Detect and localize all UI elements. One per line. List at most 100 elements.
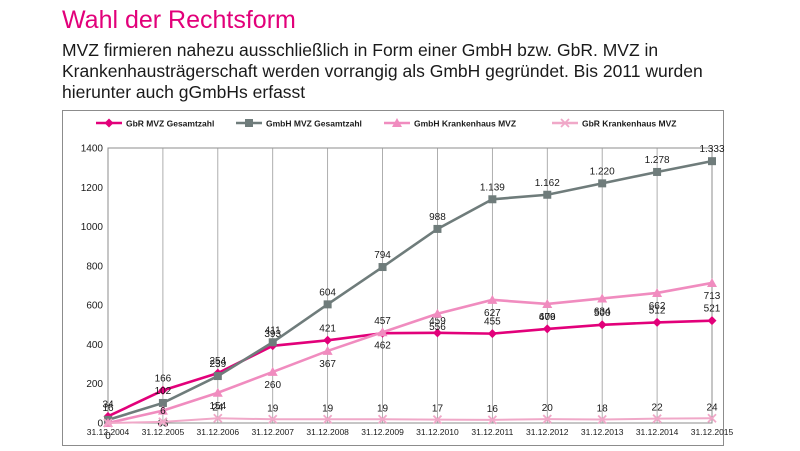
data-point-s4 (432, 415, 443, 425)
x-tick-label: 31.12.2015 (691, 427, 734, 437)
data-label-s1: 512 (649, 305, 666, 316)
data-label-s4: 16 (487, 404, 499, 415)
data-point-s2 (268, 338, 277, 347)
data-label-s2: 1.162 (535, 178, 560, 189)
data-label-s3: 154 (209, 401, 226, 412)
legend-label-4: GbR Krankenhaus MVZ (582, 119, 676, 129)
y-tick-label: 400 (86, 340, 103, 351)
x-tick-label: 31.12.2012 (526, 427, 569, 437)
data-point-s3 (212, 387, 223, 397)
x-tick-label: 31.12.2014 (636, 427, 679, 437)
x-tick-label: 31.12.2009 (361, 427, 404, 437)
data-point-s1 (652, 317, 662, 327)
data-label-s4: 24 (706, 402, 718, 413)
y-tick-label: 600 (86, 301, 103, 312)
data-label-s4: 17 (432, 404, 444, 415)
data-label-s3: 63 (157, 419, 169, 430)
data-point-s3 (157, 405, 168, 415)
data-point-s4 (158, 417, 168, 427)
data-point-s1 (542, 324, 552, 334)
data-point-s4-stroke (707, 413, 717, 423)
data-point-s2 (323, 300, 332, 309)
series-line-4 (107, 417, 713, 424)
data-point-s2 (378, 263, 387, 272)
data-label-s3: 462 (374, 340, 391, 351)
y-tick-label: 1200 (81, 183, 104, 194)
data-label-s2: 1.220 (590, 166, 615, 177)
data-point-s4-stroke (652, 414, 662, 424)
data-label-s3: 556 (429, 322, 446, 333)
plot-area-border (107, 147, 713, 424)
data-label-s3: 367 (319, 359, 336, 370)
data-label-s4: 19 (267, 403, 279, 414)
data-label-s1: 500 (594, 308, 611, 319)
data-point-s3 (652, 287, 663, 297)
legend-marker-4-stroke (560, 118, 570, 128)
data-label-s2: 239 (209, 359, 226, 370)
data-point-s1 (158, 385, 168, 395)
data-label-s2: 102 (155, 386, 172, 397)
data-point-s1 (432, 328, 442, 338)
data-label-s4: 20 (542, 403, 554, 414)
legend-label-1: GbR MVZ Gesamtzahl (126, 119, 214, 129)
data-label-s1: 421 (319, 323, 336, 334)
data-point-s2 (158, 398, 167, 407)
data-label-s2: 16 (102, 403, 114, 414)
data-point-s4-stroke (597, 414, 607, 425)
data-label-s2: 411 (265, 325, 281, 336)
series-line-2 (107, 159, 713, 422)
data-label-s4: 19 (322, 403, 334, 414)
y-tick-label: 1000 (81, 222, 104, 233)
data-label-s1: 459 (429, 316, 446, 327)
data-label-s3: 606 (539, 312, 556, 323)
data-label-s3: 662 (649, 301, 666, 312)
data-point-s2 (653, 167, 662, 176)
data-label-s1: 457 (374, 316, 391, 327)
data-point-s3 (597, 293, 608, 303)
y-tick-label: 1400 (81, 144, 104, 155)
data-point-s2 (488, 195, 497, 204)
legend-label-3: GmbH Krankenhaus MVZ (414, 119, 516, 129)
data-point-s3 (707, 277, 717, 287)
data-label-s2: 794 (374, 250, 391, 261)
data-label-s4: 22 (652, 403, 664, 414)
data-label-s4: 18 (597, 403, 609, 414)
data-point-s3 (267, 366, 278, 376)
series-line-1 (107, 319, 713, 418)
y-tick-label: 200 (86, 379, 103, 390)
chart-frame (62, 110, 724, 446)
data-point-s2 (433, 224, 442, 233)
data-label-s3: 634 (594, 306, 611, 317)
series-line-3 (107, 281, 713, 425)
data-point-s4 (487, 415, 498, 425)
data-label-s1: 166 (155, 373, 172, 384)
legend-label-2: GmbH MVZ Gesamtzahl (266, 119, 362, 129)
data-point-s4 (213, 413, 223, 423)
data-point-s3 (542, 298, 553, 308)
data-point-s4 (322, 414, 333, 424)
data-point-s3 (487, 294, 498, 304)
data-label-s1: 254 (209, 356, 226, 367)
data-point-s4 (652, 414, 662, 424)
data-point-s4 (268, 414, 278, 424)
data-point-s4-stroke (103, 418, 113, 428)
page-title: Wahl der Rechtsform (62, 6, 296, 34)
data-point-s4-stroke (322, 414, 333, 424)
data-point-s4 (597, 414, 607, 425)
data-point-s4-stroke (487, 415, 498, 425)
data-label-s3: 0 (105, 431, 111, 442)
data-label-s1: 393 (264, 329, 281, 340)
data-point-s2 (708, 157, 716, 166)
data-point-s4-stroke (432, 415, 443, 425)
data-point-s4-stroke (213, 413, 223, 423)
legend-marker-1 (104, 118, 114, 128)
x-tick-label: 31.12.2010 (416, 427, 459, 437)
data-point-s1 (707, 316, 717, 326)
data-label-s4: 24 (212, 402, 224, 413)
data-point-s4 (103, 418, 113, 428)
x-tick-label: 31.12.2011 (471, 427, 513, 437)
data-point-s4 (707, 413, 717, 423)
data-label-s2: 1.139 (480, 182, 505, 193)
data-label-s2: 988 (429, 212, 446, 223)
